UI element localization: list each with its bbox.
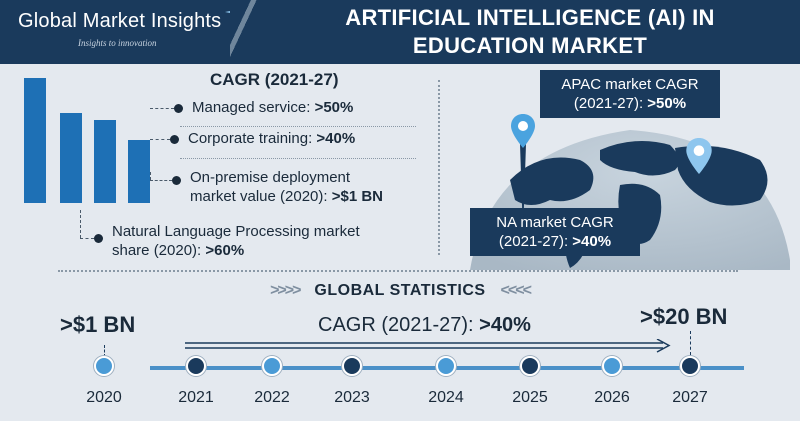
bullet-dot: [172, 176, 181, 185]
separator: [180, 158, 416, 159]
title-line-2: EDUCATION MARKET: [412, 33, 648, 58]
year-label-2023: 2023: [334, 389, 370, 406]
year-label-2020: 2020: [86, 389, 122, 406]
deployment-line-1: On-premise deployment: [190, 169, 351, 186]
continent-north-america: [510, 157, 594, 205]
bullet-dot: [94, 234, 103, 243]
bullet-dot: [174, 104, 183, 113]
timeline-node-2023: [342, 356, 362, 376]
nlp-line-2: share (2020):: [112, 242, 206, 259]
nlp-value: >60%: [205, 242, 245, 259]
managed-service-label: Managed service:: [192, 99, 315, 116]
bullet-dot: [170, 135, 179, 144]
header-divider: [230, 0, 270, 64]
apac-line-2: (2021-27):: [573, 95, 648, 112]
na-location-pin-icon: [511, 114, 535, 148]
bar-graphic: [24, 78, 154, 203]
decorative-bar: [94, 120, 116, 203]
timeline-node-2026: [602, 356, 622, 376]
continent-europe: [600, 141, 679, 176]
year-label-2021: 2021: [178, 389, 214, 406]
apac-location-pin-icon: [686, 138, 712, 174]
cagr-heading: CAGR (2021-27): [210, 70, 339, 89]
chevrons-right-icon: <<<<: [500, 282, 532, 299]
na-cagr-callout: NA market CAGR (2021-27): >40%: [470, 208, 640, 256]
connector-line: [80, 238, 94, 239]
decorative-bar: [60, 113, 82, 203]
deployment-stat: On-premise deployment market value (2020…: [190, 168, 383, 206]
timeline-connector: [104, 345, 105, 357]
nlp-stat: Natural Language Processing market share…: [112, 222, 360, 260]
connector-line: [150, 108, 174, 109]
global-statistics-label: GLOBAL STATISTICS: [314, 282, 486, 299]
connector-line: [150, 172, 151, 180]
apac-cagr-callout: APAC market CAGR (2021-27): >50%: [540, 70, 720, 118]
chevrons-left-icon: >>>>: [270, 282, 301, 299]
brand-logo: Global Market Insights Insights to innov…: [18, 6, 237, 48]
year-label-2026: 2026: [594, 389, 630, 406]
connector-line: [150, 139, 170, 140]
apac-line-1: APAC market CAGR: [561, 76, 699, 93]
brand-tagline: Insights to innovation: [78, 38, 157, 48]
page-title: ARTIFICIAL INTELLIGENCE (AI) IN EDUCATIO…: [270, 4, 790, 60]
global-statistics-heading: >>>> GLOBAL STATISTICS <<<<: [200, 282, 600, 300]
start-value: >$1 BN: [60, 312, 136, 337]
decorative-bar: [128, 140, 150, 203]
timeline-connector: [690, 331, 691, 355]
brand-name: Global Market Insights: [18, 10, 222, 32]
connector-line: [150, 180, 172, 181]
managed-service-stat: Managed service: >50%: [192, 98, 353, 117]
timeline-node-2021: [186, 356, 206, 376]
na-line-2: (2021-27):: [498, 233, 573, 250]
na-value: >40%: [572, 233, 612, 250]
year-label-2025: 2025: [512, 389, 548, 406]
year-label-2022: 2022: [254, 389, 290, 406]
deployment-line-2: market value (2020):: [190, 188, 332, 205]
timeline-node-2027: [680, 356, 700, 376]
deployment-value: >$1 BN: [331, 188, 384, 205]
corporate-training-label: Corporate training:: [188, 130, 317, 147]
end-value: >$20 BN: [640, 304, 728, 329]
managed-service-value: >50%: [314, 99, 354, 116]
global-cagr: CAGR (2021-27): >40%: [318, 314, 531, 337]
timeline-node-2025: [520, 356, 540, 376]
timeline-node-2024: [436, 356, 456, 376]
year-label-2024: 2024: [428, 389, 464, 406]
na-pointer: [520, 144, 526, 235]
header-banner: Global Market Insights Insights to innov…: [0, 0, 800, 64]
na-line-1: NA market CAGR: [496, 214, 614, 231]
decorative-bar: [24, 78, 46, 203]
timeline-node-2022: [262, 356, 282, 376]
apac-value: >50%: [647, 95, 687, 112]
timeline-node-2020: [94, 356, 114, 376]
corporate-training-stat: Corporate training: >40%: [188, 129, 355, 148]
global-cagr-value: >40%: [479, 314, 531, 336]
corporate-training-value: >40%: [316, 130, 356, 147]
year-label-2027: 2027: [672, 389, 708, 406]
section-separator: [58, 270, 738, 272]
connector-line: [80, 210, 81, 238]
nlp-line-1: Natural Language Processing market: [112, 223, 360, 240]
separator: [180, 126, 416, 127]
title-line-1: ARTIFICIAL INTELLIGENCE (AI) IN: [345, 5, 715, 30]
growth-arrow-icon: [185, 339, 671, 353]
vertical-separator: [438, 80, 440, 255]
global-cagr-label: CAGR (2021-27):: [318, 314, 480, 336]
